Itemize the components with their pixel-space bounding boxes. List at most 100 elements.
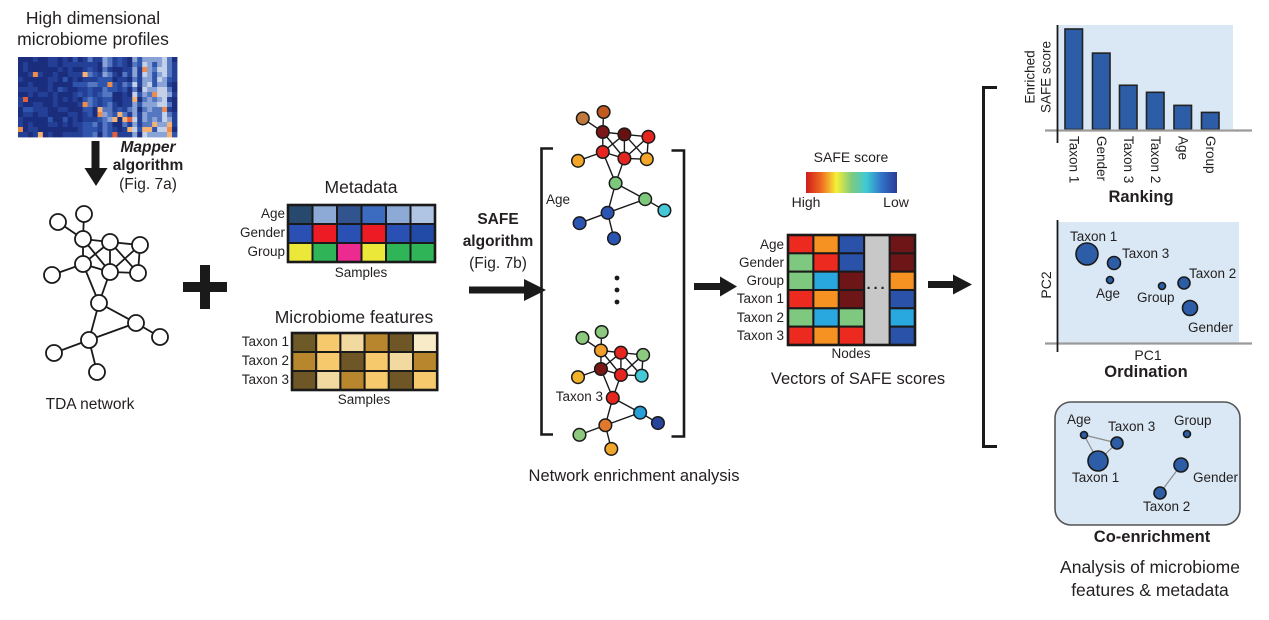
coenrichment-node-label: Age <box>1067 412 1092 427</box>
coenrichment-title: Co-enrichment <box>1093 528 1211 546</box>
enrichment-taxon3-label: Taxon 3 <box>555 389 603 404</box>
mapper-fig-ref: (Fig. 7a) <box>119 176 177 193</box>
coenrichment-node <box>1079 430 1089 440</box>
plus-icon <box>200 265 210 309</box>
features-row-label: Taxon 3 <box>241 372 289 387</box>
ranking-category-label: Gender <box>1094 136 1110 182</box>
ranking-bar <box>1118 84 1138 131</box>
tda-network <box>43 205 169 381</box>
ordination-bubble <box>1106 255 1122 271</box>
ordination-bubble <box>1177 276 1191 290</box>
metadata-row-label: Group <box>247 244 285 259</box>
ordination-bubble <box>1075 242 1099 266</box>
coenrichment-node-label: Group <box>1174 413 1212 428</box>
enrichment-arrow-right-icon <box>720 276 737 297</box>
features-row-label: Taxon 1 <box>241 334 289 349</box>
ordination-point-label: Taxon 3 <box>1122 246 1170 261</box>
ranking-bar <box>1173 104 1193 131</box>
vertical-ellipsis-icon <box>614 299 620 305</box>
ranking-bar <box>1145 91 1165 131</box>
ranking-bar <box>1091 52 1111 131</box>
vectors-arrow-right-icon <box>953 274 972 295</box>
ordination-plot-area <box>1058 222 1239 343</box>
enrichment-age-label: Age <box>546 192 571 207</box>
ordination-bubble <box>1105 275 1115 285</box>
ordination-point-label: Group <box>1137 290 1175 305</box>
ranking-category-label: Age <box>1175 136 1191 161</box>
ordination-bubble <box>1157 281 1167 291</box>
coenrichment-node-label: Taxon 2 <box>1143 499 1191 514</box>
metadata-samples-label: Samples <box>334 265 388 280</box>
ranking-bar <box>1200 111 1220 131</box>
final-caption-line1: Analysis of microbiome <box>1060 557 1240 577</box>
vectors-arrow-right-icon <box>928 281 953 288</box>
features-title: Microbiome features <box>274 307 434 327</box>
enriched-network-age <box>570 104 672 246</box>
microbiome-heatmap <box>18 57 178 138</box>
metadata-row-label: Gender <box>239 225 285 240</box>
coenrichment-panel <box>1054 401 1241 526</box>
coenrichment-node <box>1110 436 1124 450</box>
coenrichment-node-label: Taxon 1 <box>1072 470 1120 485</box>
safe-arrow-right-icon <box>524 279 546 301</box>
ranking-category-label: Taxon 3 <box>1121 136 1137 184</box>
metadata-table <box>286 203 437 264</box>
ordination-point-label: Taxon 1 <box>1070 229 1118 244</box>
vectors-row-label: Taxon 1 <box>736 291 784 306</box>
coenrichment-node <box>1153 486 1167 500</box>
coenrichment-node <box>1173 457 1189 473</box>
safe-vectors-heatmap <box>786 233 917 347</box>
legend-title: SAFE score <box>813 149 889 165</box>
vectors-ellipsis: ··· <box>866 280 888 297</box>
ranking-category-label: Taxon 2 <box>1148 136 1164 184</box>
mapper-algorithm: algorithm <box>112 157 184 174</box>
ordination-xlabel: PC1 <box>1134 347 1162 363</box>
metadata-title: Metadata <box>324 177 398 197</box>
coenrichment-node-label: Taxon 3 <box>1108 419 1156 434</box>
header-line2: microbiome profiles <box>17 29 169 49</box>
vectors-row-label: Age <box>759 237 784 252</box>
ordination-point-label: Gender <box>1188 320 1234 335</box>
ranking-category-label: Taxon 1 <box>1066 136 1082 184</box>
safe-score-gradient <box>806 172 897 193</box>
mapper-arrow-down-icon <box>91 141 100 168</box>
ranking-title: Ranking <box>1108 188 1174 206</box>
safe-arrow-right-icon <box>469 286 524 294</box>
vectors-row-label: Group <box>746 273 784 288</box>
results-bracket <box>982 86 997 448</box>
ordination-point-label: Taxon 2 <box>1189 266 1237 281</box>
vectors-nodes-label: Nodes <box>831 346 871 361</box>
features-row-label: Taxon 2 <box>241 353 289 368</box>
vertical-ellipsis-icon <box>614 275 620 281</box>
coenrichment-node <box>1182 429 1192 439</box>
vectors-caption: Vectors of SAFE scores <box>770 370 946 388</box>
coenrichment-node-label: Gender <box>1193 470 1239 485</box>
coenrichment-node <box>1087 450 1109 472</box>
tda-caption: TDA network <box>45 396 135 413</box>
ranking-bar <box>1064 28 1084 131</box>
mapper-arrow-down-icon <box>84 168 108 186</box>
features-table <box>290 331 439 392</box>
ranking-ylabel: Enriched SAFE score <box>1022 40 1053 114</box>
vectors-row-label: Taxon 3 <box>736 328 784 343</box>
ranking-category-label: Group <box>1203 136 1219 174</box>
enrichment-arrow-right-icon <box>694 283 720 290</box>
ordination-bubble <box>1181 299 1199 317</box>
vertical-ellipsis-icon <box>614 287 620 293</box>
vectors-row-label: Gender <box>738 255 784 270</box>
bracket-right <box>671 149 686 438</box>
vectors-row-label: Taxon 2 <box>736 310 784 325</box>
bracket-left <box>540 147 553 436</box>
safe-fig-ref: (Fig. 7b) <box>469 255 527 272</box>
safe-algorithm: algorithm <box>462 233 534 250</box>
ordination-title: Ordination <box>1104 363 1188 381</box>
features-samples-label: Samples <box>337 392 391 407</box>
safe-name: SAFE <box>477 211 519 228</box>
legend-low-label: Low <box>883 194 909 210</box>
mapper-name: Mapper <box>120 139 176 156</box>
legend-high-label: High <box>791 194 821 210</box>
ordination-ylabel: PC2 <box>1037 271 1054 299</box>
enrichment-caption: Network enrichment analysis <box>528 467 740 485</box>
